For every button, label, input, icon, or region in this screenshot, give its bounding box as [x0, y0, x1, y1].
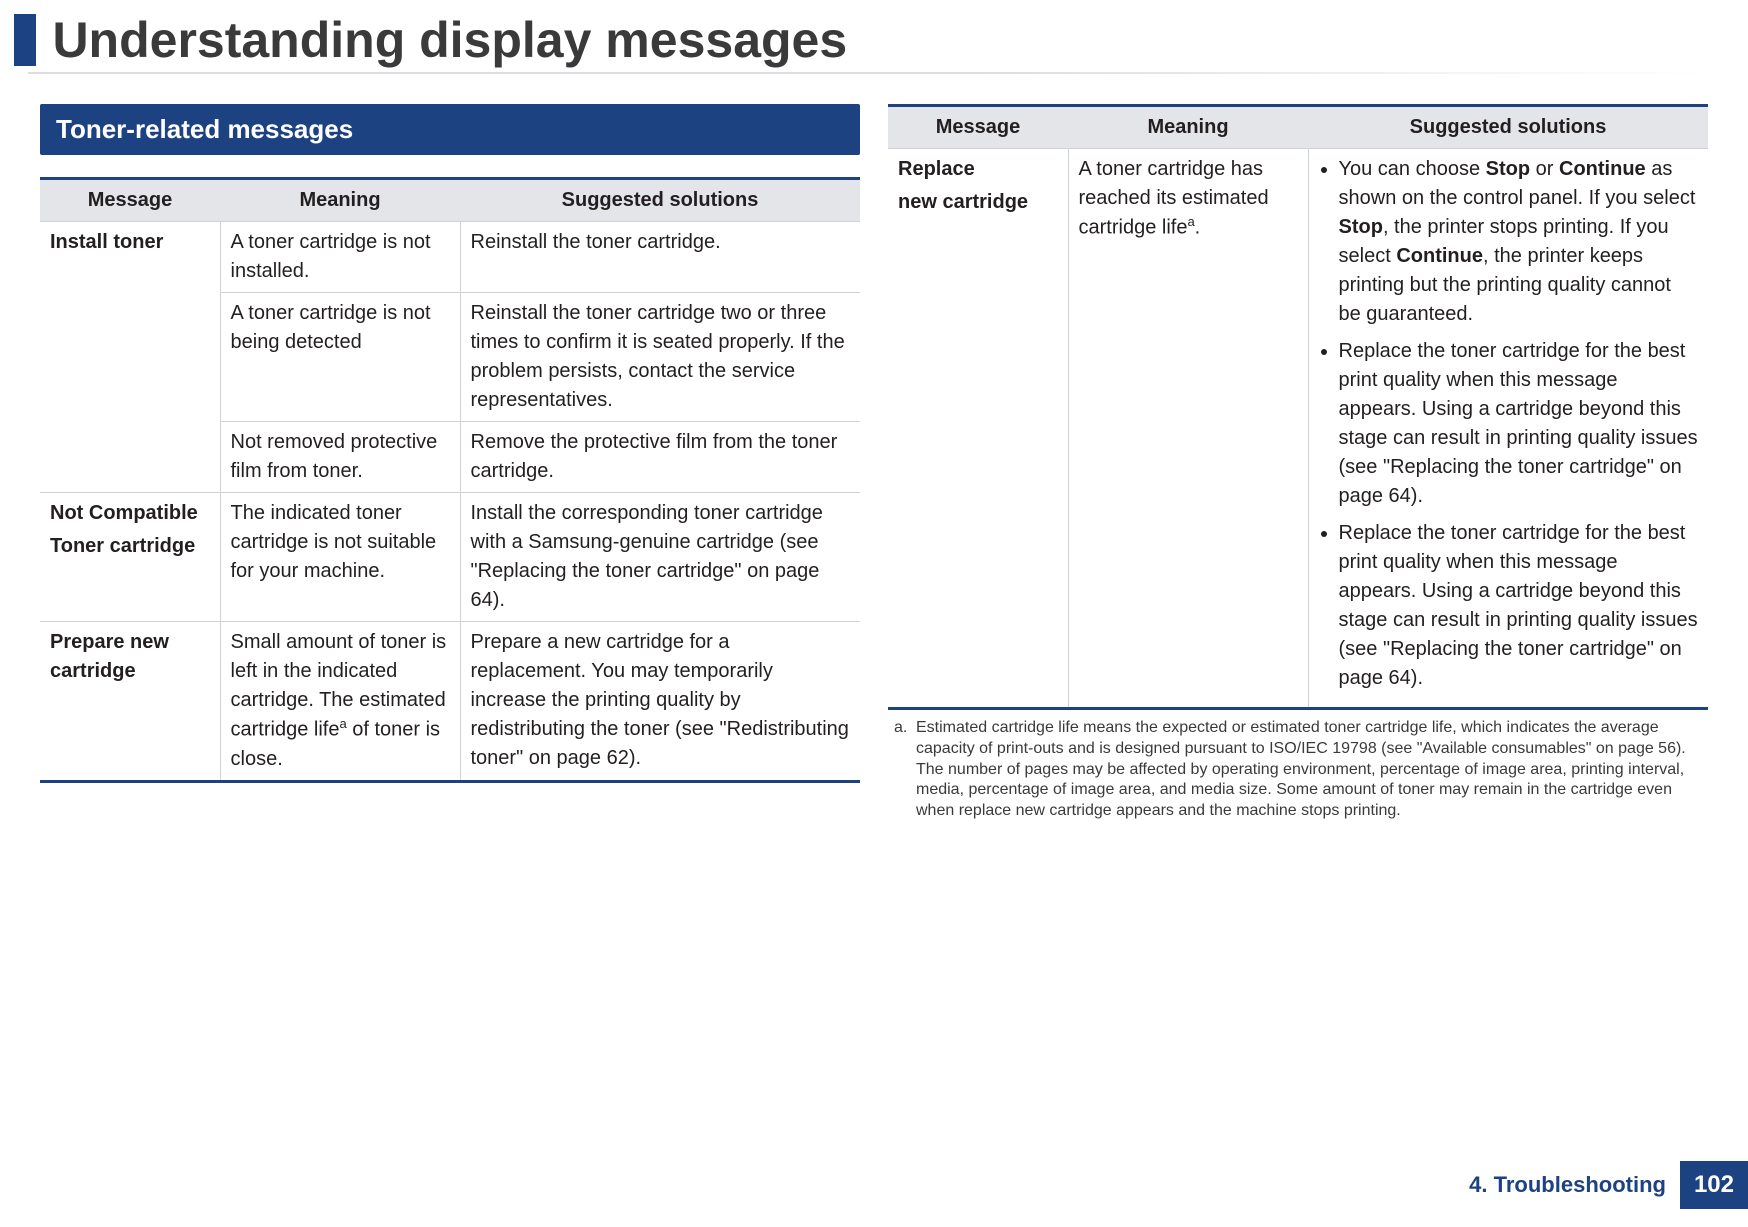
list-item: Replace the toner cartridge for the best… [1339, 519, 1699, 693]
meaning-cell: A toner cartridge has reached its estima… [1068, 149, 1308, 709]
footnote-ref: a [1187, 214, 1194, 229]
table-row: Not Compatible Toner cartridge The indic… [40, 493, 860, 622]
bold: Stop [1339, 216, 1383, 238]
message-cell: Install toner [40, 222, 220, 493]
message-main: Not Compatible [50, 502, 198, 524]
t: You can choose [1339, 158, 1486, 180]
col-header-message: Message [40, 179, 220, 222]
table-header-row: Message Meaning Suggested solutions [888, 106, 1708, 149]
col-header-meaning: Meaning [220, 179, 460, 222]
footnote: a. Estimated cartridge life means the ex… [888, 718, 1708, 822]
footnote-text: Estimated cartridge life means the expec… [916, 718, 1702, 822]
content-columns: Toner-related messages Message Meaning S… [0, 74, 1748, 822]
right-column: Message Meaning Suggested solutions Repl… [888, 104, 1708, 822]
meaning-cell: A toner cartridge is not being detected [220, 293, 460, 422]
bold: Continue [1559, 158, 1646, 180]
footnote-label: a. [894, 718, 916, 822]
solution-cell: Remove the protective film from the tone… [460, 422, 860, 493]
col-header-meaning: Meaning [1068, 106, 1308, 149]
message-sub: new cartridge [898, 188, 1058, 217]
solution-cell: Reinstall the toner cartridge. [460, 222, 860, 293]
solution-list: You can choose Stop or Continue as shown… [1319, 155, 1699, 693]
col-header-solutions: Suggested solutions [1308, 106, 1708, 149]
message-main: Install toner [50, 231, 163, 253]
table-row: Install toner A toner cartridge is not i… [40, 222, 860, 293]
solution-cell: Install the corresponding toner cartridg… [460, 493, 860, 622]
page-number-badge: 102 [1680, 1161, 1748, 1209]
list-item: You can choose Stop or Continue as shown… [1339, 155, 1699, 329]
toner-messages-table-left: Message Meaning Suggested solutions Inst… [40, 177, 860, 783]
page-footer: 4. Troubleshooting 102 [1455, 1161, 1748, 1209]
title-underline [28, 72, 1708, 74]
message-main: Replace [898, 158, 975, 180]
col-header-message: Message [888, 106, 1068, 149]
message-cell: Prepare new cartridge [40, 622, 220, 782]
solution-cell: Prepare a new cartridge for a replacemen… [460, 622, 860, 782]
solution-cell: Reinstall the toner cartridge two or thr… [460, 293, 860, 422]
meaning-pre: A toner cartridge has reached its estima… [1079, 158, 1269, 239]
chapter-label: 4. Troubleshooting [1455, 1162, 1680, 1208]
toner-messages-table-right: Message Meaning Suggested solutions Repl… [888, 104, 1708, 710]
t: or [1530, 158, 1559, 180]
table-row: Prepare new cartridge Small amount of to… [40, 622, 860, 782]
footnote-ref: a [339, 716, 346, 731]
solution-cell: You can choose Stop or Continue as shown… [1308, 149, 1708, 709]
section-heading: Toner-related messages [40, 104, 860, 155]
page-title: Understanding display messages [52, 14, 847, 66]
meaning-post: . [1195, 217, 1201, 239]
meaning-cell: A toner cartridge is not installed. [220, 222, 460, 293]
list-item: Replace the toner cartridge for the best… [1339, 337, 1699, 511]
meaning-cell: Small amount of toner is left in the ind… [220, 622, 460, 782]
bold: Stop [1486, 158, 1530, 180]
page-header: Understanding display messages [0, 0, 1748, 74]
meaning-cell: The indicated toner cartridge is not sui… [220, 493, 460, 622]
table-header-row: Message Meaning Suggested solutions [40, 179, 860, 222]
left-column: Toner-related messages Message Meaning S… [40, 104, 860, 822]
message-cell: Not Compatible Toner cartridge [40, 493, 220, 622]
col-header-solutions: Suggested solutions [460, 179, 860, 222]
meaning-cell: Not removed protective film from toner. [220, 422, 460, 493]
table-row: Replace new cartridge A toner cartridge … [888, 149, 1708, 709]
title-accent-bar [14, 14, 36, 66]
message-sub: Toner cartridge [50, 532, 210, 561]
bold: Continue [1396, 245, 1483, 267]
message-cell: Replace new cartridge [888, 149, 1068, 709]
message-main: Prepare new cartridge [50, 631, 169, 682]
